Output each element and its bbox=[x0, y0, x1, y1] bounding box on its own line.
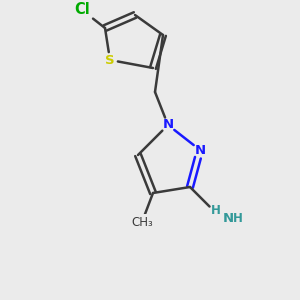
Text: N: N bbox=[194, 143, 206, 157]
Text: CH₃: CH₃ bbox=[131, 215, 153, 229]
Text: H: H bbox=[233, 212, 243, 226]
Text: H: H bbox=[211, 205, 221, 218]
Text: S: S bbox=[105, 53, 115, 67]
Text: N: N bbox=[162, 118, 174, 131]
Text: Cl: Cl bbox=[74, 2, 90, 17]
Text: N: N bbox=[222, 212, 234, 226]
